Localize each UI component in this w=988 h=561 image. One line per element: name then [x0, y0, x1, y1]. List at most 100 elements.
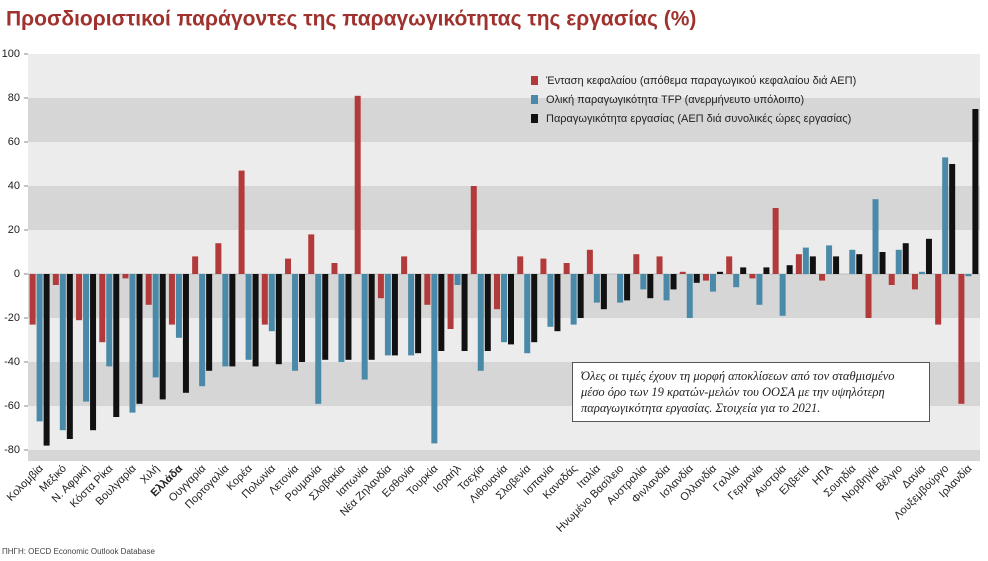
y-tick-label: 100: [2, 48, 20, 60]
bar: [182, 274, 189, 393]
bar: [935, 274, 942, 325]
bar: [779, 274, 786, 316]
bar: [90, 274, 97, 431]
bar: [408, 274, 415, 356]
bar: [872, 199, 879, 274]
y-tick-label: 60: [8, 136, 20, 148]
bar: [972, 109, 979, 274]
bar: [477, 274, 484, 371]
bar: [206, 274, 213, 371]
y-tick-label: 40: [8, 180, 20, 192]
bar: [640, 274, 647, 290]
bar: [577, 274, 584, 318]
note: Όλες οι τιμές έχουν τη μορφή αποκλίσεων …: [572, 362, 930, 422]
bar: [322, 274, 329, 360]
bar: [331, 263, 338, 274]
bar: [229, 274, 236, 367]
bar: [275, 274, 282, 365]
bar: [299, 274, 306, 362]
y-tick-label: -80: [4, 444, 20, 456]
bar: [709, 274, 716, 292]
y-tick-label: -40: [4, 356, 20, 368]
bar: [679, 271, 686, 274]
bar: [494, 274, 500, 310]
bar: [470, 186, 477, 274]
y-tick-label: 20: [8, 224, 20, 236]
bar: [716, 271, 723, 274]
bar: [484, 274, 491, 351]
bar: [740, 267, 747, 274]
bar: [447, 274, 454, 329]
grid-band: [28, 450, 980, 461]
bar: [554, 274, 561, 332]
bar: [942, 157, 949, 274]
bar: [663, 274, 670, 301]
bar: [461, 274, 468, 351]
bar: [517, 256, 524, 274]
bar: [113, 274, 120, 417]
bar: [763, 267, 770, 274]
bar: [129, 274, 136, 413]
bar: [570, 274, 577, 325]
bar: [401, 256, 408, 274]
bar: [902, 243, 909, 274]
bar: [83, 274, 90, 402]
bar: [593, 274, 600, 303]
bar: [36, 274, 43, 422]
bar: [308, 234, 315, 274]
chart-title: Προσδιοριστικοί παράγοντες της παραγωγικ…: [6, 8, 696, 31]
bar: [215, 243, 222, 274]
bar: [918, 271, 925, 274]
bar: [315, 274, 322, 404]
bar: [833, 256, 840, 274]
bar: [438, 274, 445, 351]
bar: [424, 274, 431, 305]
bar: [238, 170, 245, 274]
bar: [192, 256, 199, 274]
bar: [617, 274, 624, 303]
bar: [624, 274, 631, 301]
grid-band: [28, 186, 980, 230]
bar: [888, 274, 895, 285]
bar: [686, 274, 693, 318]
bar: [431, 274, 438, 444]
bar: [633, 254, 640, 274]
bar: [726, 256, 733, 274]
legend-swatch: [531, 76, 538, 85]
bar: [152, 274, 159, 378]
bar: [531, 274, 538, 343]
bar: [802, 247, 809, 274]
bar: [261, 274, 268, 325]
bar: [384, 274, 391, 356]
bar: [826, 245, 833, 274]
bar: [949, 164, 956, 274]
legend-label: Ένταση κεφαλαίου (απόθεμα παραγωγικού κε…: [545, 75, 856, 87]
bar: [547, 274, 554, 327]
y-tick-label: -20: [4, 312, 20, 324]
bar: [292, 274, 299, 371]
bar: [786, 265, 793, 274]
bar: [145, 274, 152, 305]
y-tick-label: 80: [8, 92, 20, 104]
bar: [958, 274, 965, 404]
bar: [76, 274, 83, 321]
bar: [354, 95, 361, 274]
bar: [43, 274, 50, 446]
bar: [377, 274, 384, 299]
grid-band: [28, 98, 980, 142]
bar: [733, 274, 740, 288]
bar: [693, 274, 700, 283]
bar: [586, 249, 593, 274]
bar: [563, 263, 570, 274]
bar: [168, 274, 175, 325]
bar: [99, 274, 106, 343]
bar: [749, 274, 756, 279]
legend-swatch: [531, 95, 538, 104]
bar: [756, 274, 763, 305]
legend-label: Ολική παραγωγικότητα TFP (ανερμήνευτο υπ…: [546, 94, 804, 106]
bar: [795, 254, 802, 274]
bar: [199, 274, 206, 387]
bar: [159, 274, 166, 400]
